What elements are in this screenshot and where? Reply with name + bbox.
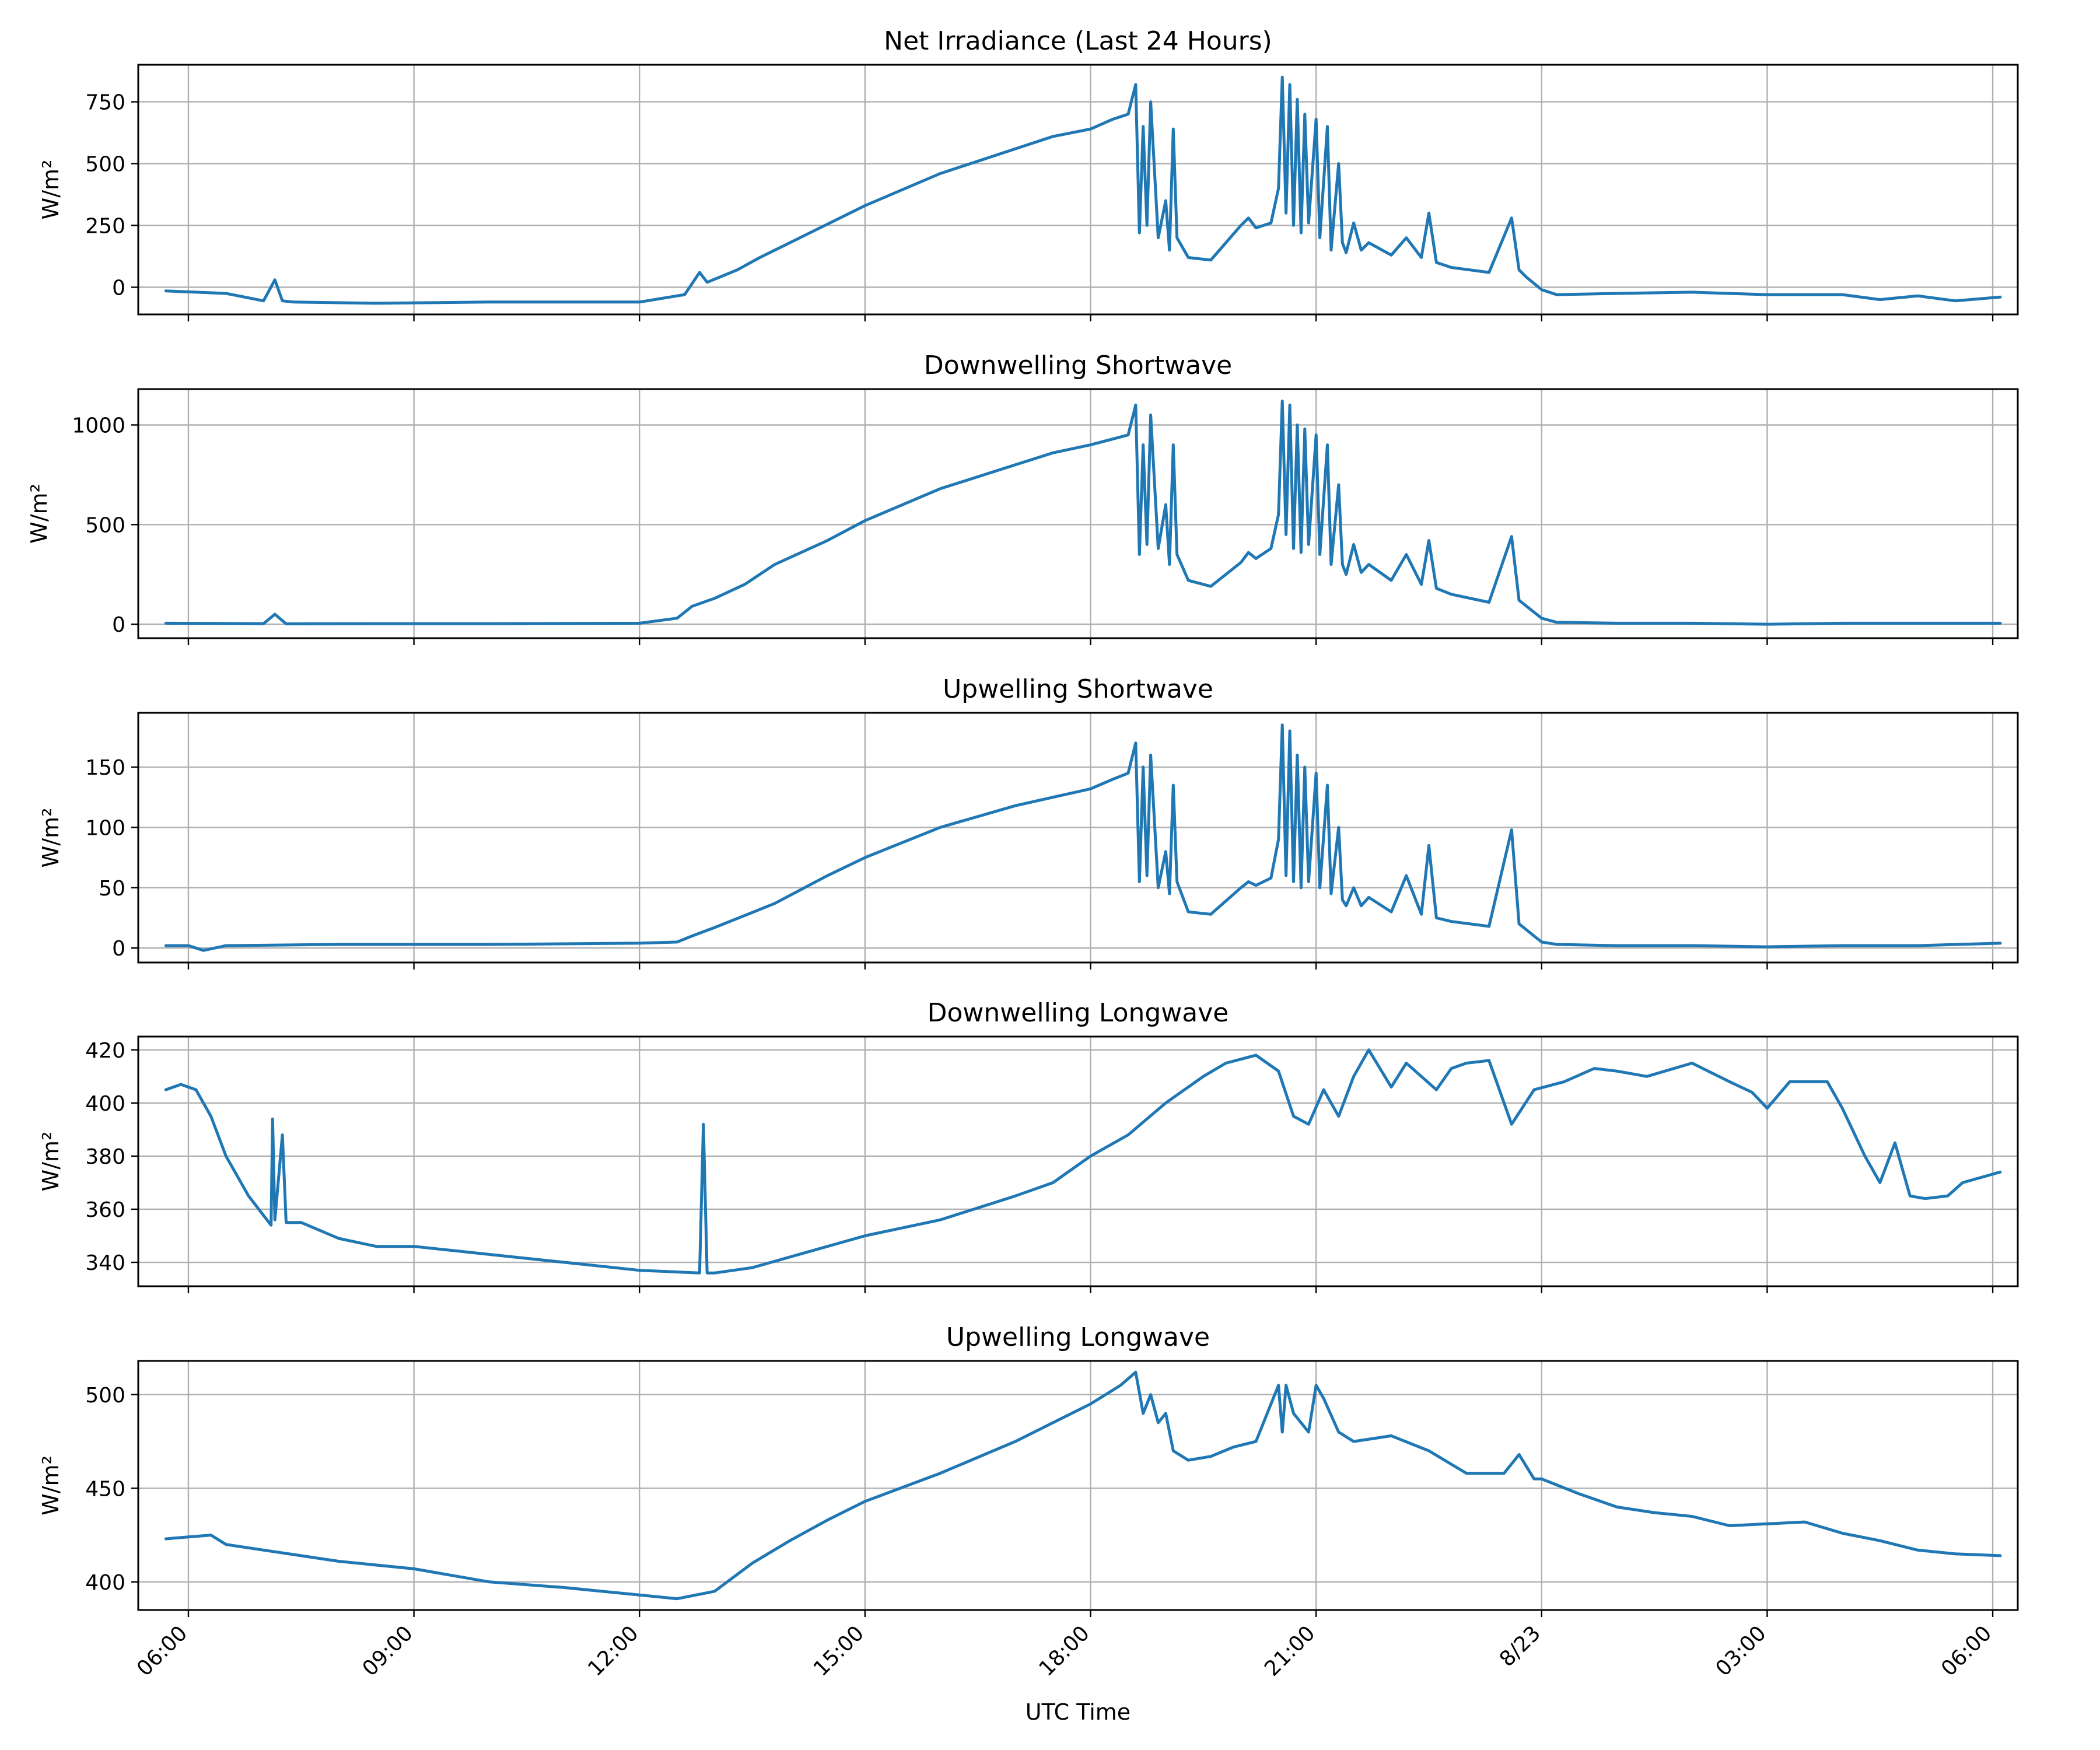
y-tick-label-1: 50 xyxy=(99,877,125,901)
x-tick-label-2: 12:00 xyxy=(583,1621,643,1681)
y-tick-label-3: 400 xyxy=(85,1092,125,1116)
series-line xyxy=(164,1370,2002,1601)
y-tick-label-1: 250 xyxy=(85,214,125,238)
y-axis-label: W/m² xyxy=(38,1455,64,1516)
series-line xyxy=(164,400,2002,626)
series-line xyxy=(164,723,2002,952)
x-tick-label-4: 18:00 xyxy=(1035,1621,1094,1681)
x-tick-label-7: 03:00 xyxy=(1711,1621,1770,1681)
panel-1: 0 250 500 750 Net Irradiance (Last 24 Hours)… xyxy=(38,26,2019,321)
axes-frame xyxy=(137,388,2019,639)
y-axis-label: W/m² xyxy=(38,160,64,220)
x-axis-label: UTC Time xyxy=(1026,1699,1130,1725)
panel-3: 0 50 100 150 Upwelling Shortwave W/m² xyxy=(38,674,2019,970)
y-tick-label-1: 500 xyxy=(85,513,125,537)
y-axis-label: W/m² xyxy=(38,1132,64,1192)
axes-frame xyxy=(137,1360,2019,1611)
y-tick-label-0: 340 xyxy=(85,1251,125,1275)
x-tick-label-6: 8/23 xyxy=(1495,1621,1545,1671)
y-tick-label-0: 400 xyxy=(85,1571,125,1595)
axes-frame xyxy=(137,1035,2019,1287)
panel-title: Upwelling Longwave xyxy=(946,1322,1210,1352)
x-tick-label-8: 06:00 xyxy=(1937,1621,1996,1681)
y-tick-label-2: 1000 xyxy=(72,414,125,438)
x-tick-label-1: 09:00 xyxy=(358,1621,418,1681)
y-tick-label-2: 500 xyxy=(85,153,125,177)
y-tick-label-0: 0 xyxy=(112,613,125,637)
series-line xyxy=(164,1048,2002,1275)
y-tick-label-3: 150 xyxy=(85,756,125,780)
y-tick-label-3: 750 xyxy=(85,91,125,115)
x-tick-label-0: 06:00 xyxy=(132,1621,192,1681)
panel-2: 0 500 1000 Downwelling Shortwave W/m² xyxy=(26,351,2019,645)
y-tick-label-2: 500 xyxy=(85,1384,125,1408)
y-axis-label: W/m² xyxy=(26,484,52,544)
y-axis-label: W/m² xyxy=(38,808,64,868)
panel-title: Net Irradiance (Last 24 Hours) xyxy=(884,26,1272,56)
series-line xyxy=(164,75,2002,305)
axes-frame xyxy=(137,64,2019,316)
axes-frame xyxy=(137,712,2019,964)
y-tick-label-1: 450 xyxy=(85,1477,125,1501)
x-tick-label-5: 21:00 xyxy=(1260,1621,1320,1681)
panel-title: Upwelling Shortwave xyxy=(943,674,1213,704)
y-tick-label-0: 0 xyxy=(112,937,125,961)
y-tick-label-2: 380 xyxy=(85,1145,125,1169)
y-tick-label-2: 100 xyxy=(85,816,125,840)
y-tick-label-0: 0 xyxy=(112,276,125,300)
panel-5: 400 450 500 Upwelling Longwave W/m² 06:00 09:0… xyxy=(38,1322,2019,1725)
panel-title: Downwelling Longwave xyxy=(928,998,1229,1028)
y-tick-label-4: 420 xyxy=(85,1039,125,1063)
x-tick-label-3: 15:00 xyxy=(809,1621,869,1681)
panel-title: Downwelling Shortwave xyxy=(924,351,1232,380)
panel-4: 340 360 380 400 420 Downwelling Longwave W/m² xyxy=(38,998,2019,1293)
y-tick-label-1: 360 xyxy=(85,1198,125,1222)
